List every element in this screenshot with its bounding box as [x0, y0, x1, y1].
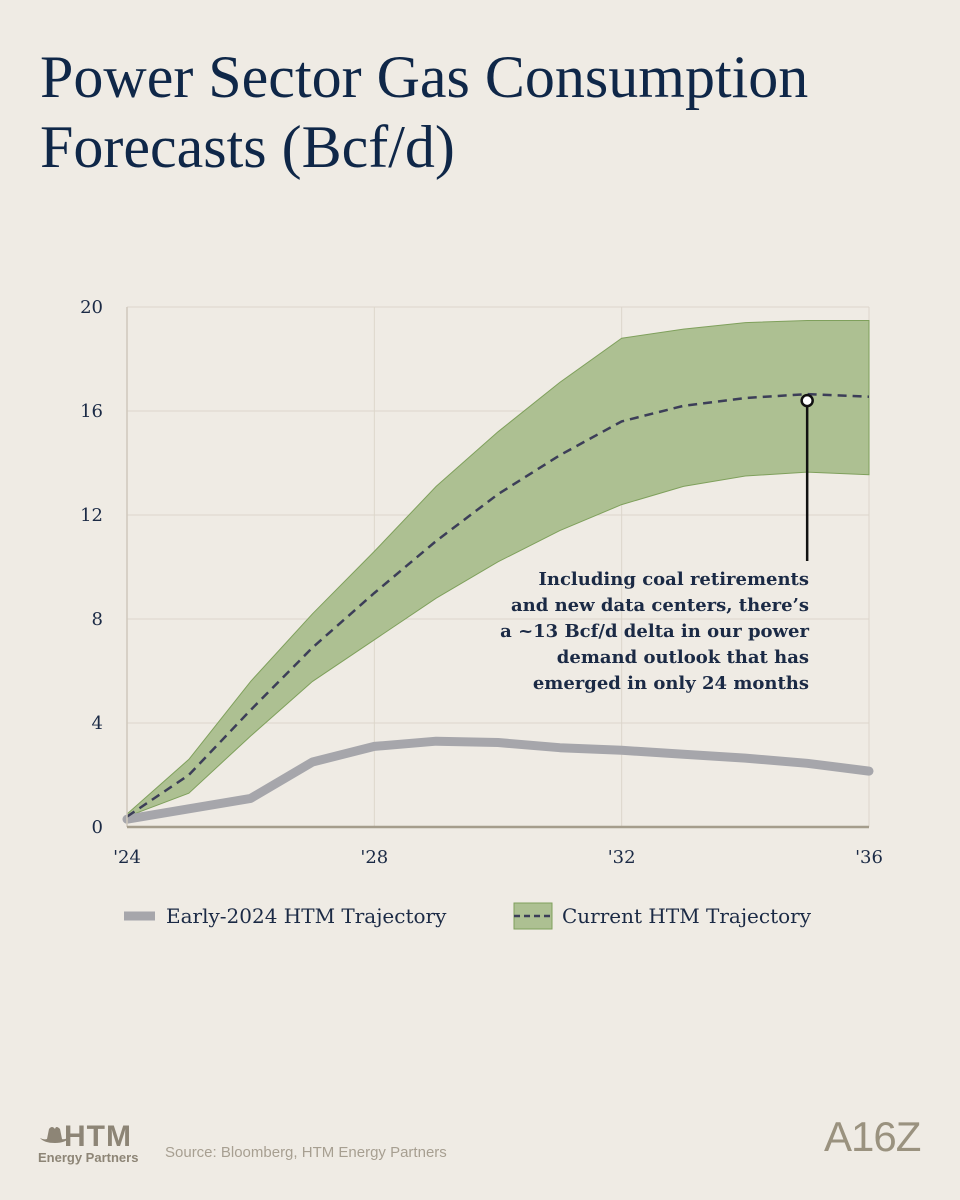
htm-logo: HTM Energy Partners — [38, 1120, 158, 1170]
source-note: Source: Bloomberg, HTM Energy Partners — [165, 1144, 447, 1161]
cowboy-hat-icon — [40, 1127, 70, 1143]
page-title: Power Sector Gas Consumption Forecasts (… — [40, 44, 809, 180]
series-layer — [122, 392, 874, 824]
annotation: Including coal retirements and new data c… — [500, 393, 814, 694]
x-tick-label: '32 — [608, 847, 636, 868]
logo-wordmark: HTM — [64, 1120, 132, 1153]
legend: Early-2024 HTM Trajectory Current HTM Tra… — [124, 902, 812, 930]
y-tick-label: 12 — [80, 505, 103, 526]
axes: 0 4 8 12 16 20 '24 '28 '32 '36 — [80, 297, 883, 868]
x-tick-label: '28 — [360, 847, 388, 868]
y-tick-label: 8 — [92, 609, 103, 630]
legend-label-current: Current HTM Trajectory — [562, 904, 812, 928]
x-tick-label: '24 — [113, 847, 141, 868]
annotation-text-line: emerged in only 24 months — [533, 673, 809, 694]
annotation-text-line: and new data centers, there’s — [511, 595, 809, 616]
annotation-marker — [800, 393, 814, 408]
y-tick-label: 4 — [92, 713, 103, 734]
annotation-text-line: Including coal retirements — [538, 569, 809, 590]
forecast-band — [126, 320, 870, 818]
x-tick-label: '36 — [855, 847, 883, 868]
legend-label-early: Early-2024 HTM Trajectory — [166, 904, 447, 928]
y-tick-label: 20 — [80, 297, 103, 318]
chart: 0 4 8 12 16 20 '24 '28 '32 '36 Including coal ret… — [80, 297, 883, 930]
early-2024-trajectory-line — [122, 736, 874, 824]
annotation-text-line: demand outlook that has — [557, 647, 809, 668]
y-tick-label: 0 — [92, 817, 103, 838]
forecast-range-band — [126, 320, 870, 818]
brand-logo: A16Z — [824, 1113, 921, 1160]
annotation-text-line: a ~13 Bcf/d delta in our power — [500, 621, 809, 642]
logo-subtitle: Energy Partners — [38, 1150, 139, 1165]
y-tick-label: 16 — [80, 401, 103, 422]
